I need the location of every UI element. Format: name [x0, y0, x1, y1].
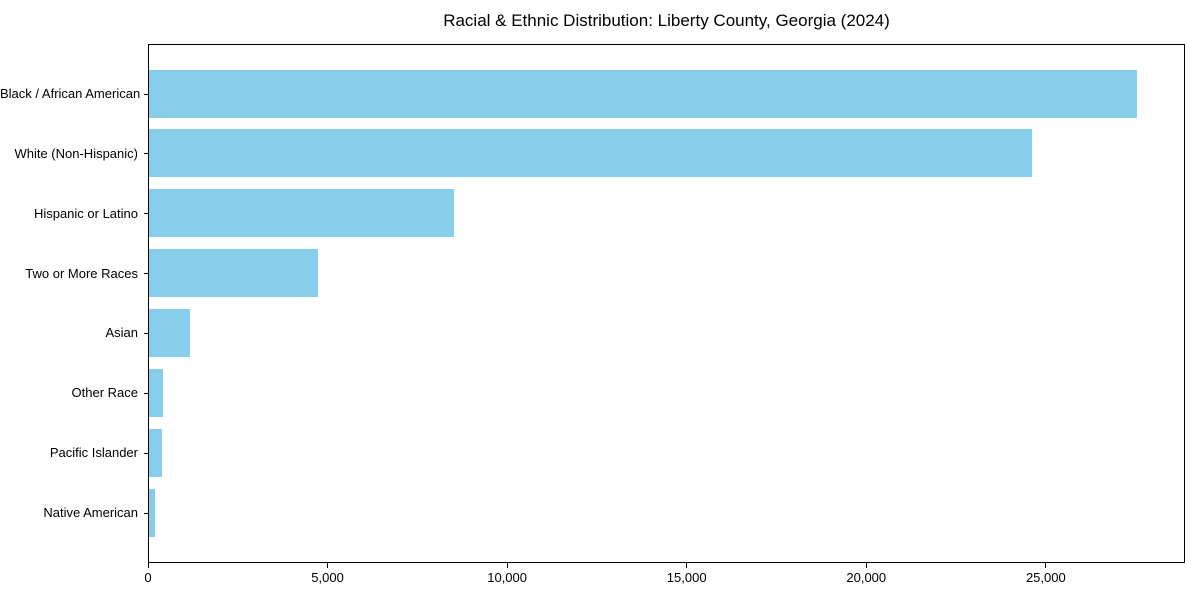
- y-tick-label: Asian: [105, 325, 138, 341]
- bar: [149, 129, 1032, 178]
- y-tick-label: Hispanic or Latino: [33, 205, 138, 221]
- y-tick-mark: [144, 273, 148, 275]
- y-tick-mark: [144, 512, 148, 514]
- bar: [149, 488, 155, 537]
- y-tick-mark: [144, 93, 148, 95]
- y-tick-label: White (Non-Hispanic): [14, 145, 138, 161]
- y-tick-label: Other Race: [71, 385, 138, 401]
- y-tick-mark: [144, 332, 148, 334]
- y-tick-label: Two or More Races: [25, 265, 138, 281]
- x-tick-mark: [1045, 563, 1047, 568]
- y-tick-label: Black / African American: [0, 86, 141, 101]
- x-tick-label: 0: [144, 570, 152, 585]
- bar: [149, 308, 190, 357]
- plot-area: [148, 44, 1185, 563]
- x-tick-mark: [865, 563, 867, 568]
- y-tick-mark: [144, 153, 148, 155]
- bar: [149, 368, 163, 417]
- bar: [149, 249, 318, 298]
- x-tick-mark: [147, 563, 149, 568]
- bar: [149, 69, 1137, 118]
- x-tick-label: 25,000: [1025, 570, 1066, 585]
- x-tick-mark: [327, 563, 329, 568]
- bar: [149, 428, 162, 477]
- x-tick-label: 15,000: [666, 570, 707, 585]
- x-tick-label: 20,000: [846, 570, 887, 585]
- x-tick-mark: [686, 563, 688, 568]
- y-tick-mark: [144, 452, 148, 454]
- x-tick-mark: [506, 563, 508, 568]
- bar: [149, 189, 454, 238]
- y-tick-label: Pacific Islander: [49, 445, 138, 461]
- chart-title: Racial & Ethnic Distribution: Liberty Co…: [443, 11, 890, 30]
- y-tick-mark: [144, 213, 148, 215]
- x-tick-label: 5,000: [311, 570, 344, 585]
- x-tick-label: 10,000: [487, 570, 527, 585]
- y-tick-label: Native American: [43, 505, 138, 520]
- y-tick-mark: [144, 392, 148, 394]
